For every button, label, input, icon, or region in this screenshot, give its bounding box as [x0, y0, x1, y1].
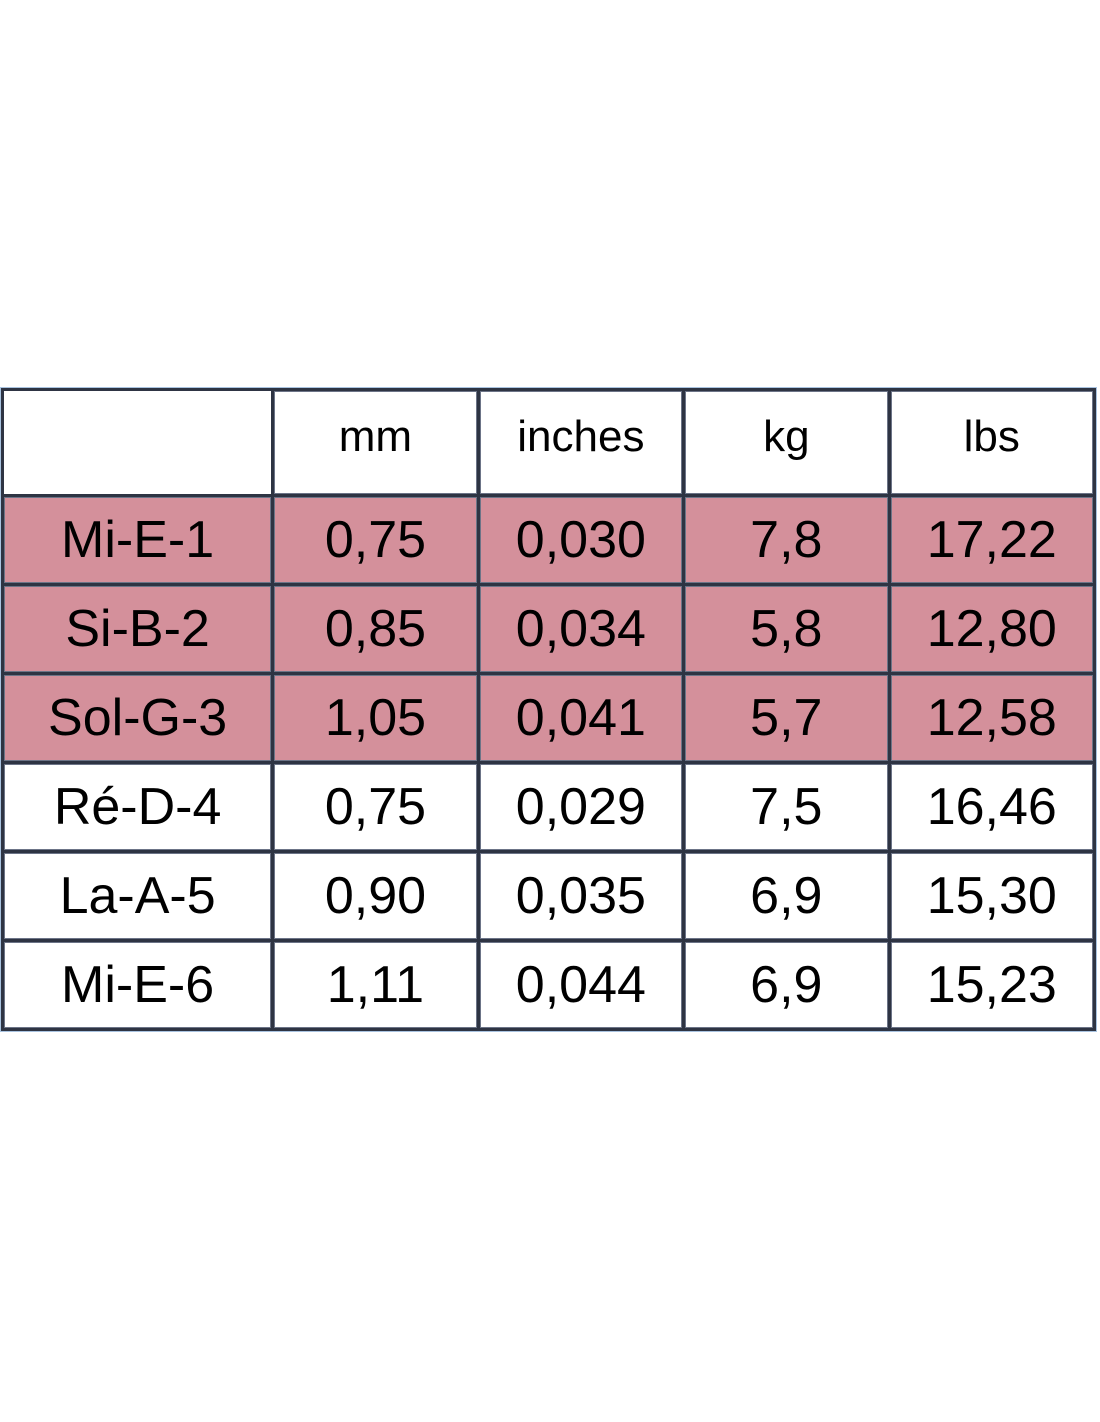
value-cell: 15,30 [890, 853, 1093, 939]
header-cell-mm: mm [274, 391, 477, 494]
row-label-cell: Mi-E-6 [4, 942, 272, 1028]
value-cell: 0,034 [479, 586, 683, 672]
value-cell: 0,029 [479, 764, 683, 850]
row-label-cell: Sol-G-3 [4, 675, 272, 761]
value-cell: 0,90 [274, 853, 477, 939]
table-row: Mi-E-6 1,11 0,044 6,9 15,23 [4, 942, 1093, 1028]
value-cell: 12,58 [890, 675, 1093, 761]
header-cell-empty [4, 391, 272, 494]
table-row: Ré-D-4 0,75 0,029 7,5 16,46 [4, 764, 1093, 850]
string-gauge-table: mm inches kg lbs Mi-E-1 0,75 0,030 7,8 17,22… [0, 387, 1097, 1032]
value-cell: 7,5 [685, 764, 888, 850]
row-label-cell: Ré-D-4 [4, 764, 272, 850]
header-cell-kg: kg [685, 391, 888, 494]
value-cell: 15,23 [890, 942, 1093, 1028]
value-cell: 6,9 [685, 942, 888, 1028]
value-cell: 1,11 [274, 942, 477, 1028]
row-label-cell: Mi-E-1 [4, 497, 272, 583]
value-cell: 0,75 [274, 497, 477, 583]
value-cell: 0,044 [479, 942, 683, 1028]
header-cell-lbs: lbs [890, 391, 1093, 494]
table-row: Si-B-2 0,85 0,034 5,8 12,80 [4, 586, 1093, 672]
header-cell-inches: inches [479, 391, 683, 494]
table-row: Sol-G-3 1,05 0,041 5,7 12,58 [4, 675, 1093, 761]
row-label-cell: La-A-5 [4, 853, 272, 939]
row-label-cell: Si-B-2 [4, 586, 272, 672]
value-cell: 5,8 [685, 586, 888, 672]
value-cell: 0,75 [274, 764, 477, 850]
table-row: La-A-5 0,90 0,035 6,9 15,30 [4, 853, 1093, 939]
value-cell: 16,46 [890, 764, 1093, 850]
table-row: Mi-E-1 0,75 0,030 7,8 17,22 [4, 497, 1093, 583]
value-cell: 0,035 [479, 853, 683, 939]
value-cell: 0,85 [274, 586, 477, 672]
value-cell: 1,05 [274, 675, 477, 761]
value-cell: 17,22 [890, 497, 1093, 583]
value-cell: 5,7 [685, 675, 888, 761]
header-row: mm inches kg lbs [4, 391, 1093, 494]
value-cell: 0,030 [479, 497, 683, 583]
value-cell: 6,9 [685, 853, 888, 939]
value-cell: 12,80 [890, 586, 1093, 672]
value-cell: 0,041 [479, 675, 683, 761]
value-cell: 7,8 [685, 497, 888, 583]
